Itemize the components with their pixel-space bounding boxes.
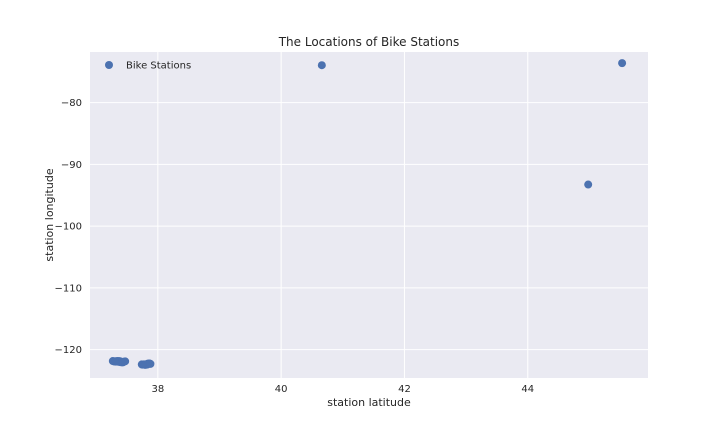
y-tick-label: −100 (55, 222, 82, 233)
data-point (584, 180, 593, 189)
data-point (146, 359, 155, 368)
x-tick-label: 42 (398, 384, 411, 395)
data-point (618, 59, 627, 68)
x-tick-label: 44 (521, 384, 534, 395)
legend-label: Bike Stations (126, 61, 191, 72)
x-tick-label: 38 (151, 384, 164, 395)
legend-marker (105, 61, 113, 69)
y-tick-label: −120 (55, 345, 82, 356)
plot-area (90, 52, 648, 378)
y-tick-label: −110 (55, 283, 82, 294)
x-axis-title: station latitude (327, 396, 411, 409)
y-tick-label: −80 (61, 98, 82, 109)
data-point (121, 357, 130, 366)
chart-title: The Locations of Bike Stations (278, 35, 460, 49)
y-tick-label: −90 (61, 160, 82, 171)
data-point (317, 61, 326, 70)
y-axis-title: station longitude (43, 168, 56, 261)
x-tick-label: 40 (275, 384, 288, 395)
